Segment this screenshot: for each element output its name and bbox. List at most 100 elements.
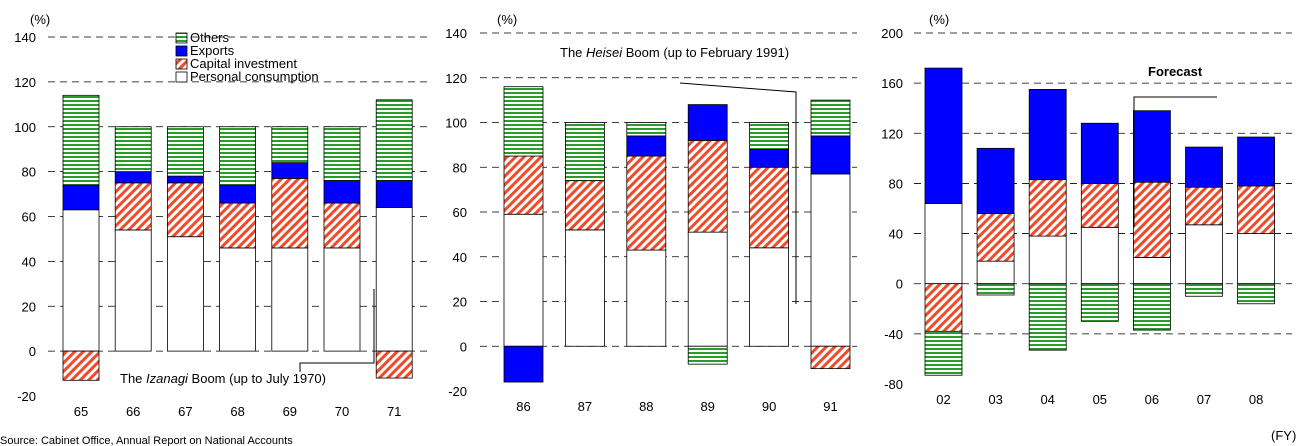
bar-segment-capital-investment xyxy=(219,202,257,249)
bar-segment-personal-consumption xyxy=(1133,256,1171,285)
bar-segment-others xyxy=(166,126,204,177)
x-tick-label: 89 xyxy=(700,399,714,414)
x-tick-label: 87 xyxy=(578,399,592,414)
bar-segment-others xyxy=(1237,283,1275,305)
bar-segment-personal-consumption xyxy=(271,247,309,352)
y-tick-label: 120 xyxy=(14,75,36,90)
y-tick-label: -80 xyxy=(884,377,903,392)
y-tick-label: 40 xyxy=(22,254,36,269)
fiscal-year-label: (FY) xyxy=(1271,428,1296,443)
x-tick-label: 05 xyxy=(1093,392,1107,407)
izanagi-callout-line xyxy=(299,289,375,372)
bar-group xyxy=(62,94,413,381)
forecast-bracket-line xyxy=(1133,96,1217,227)
bar-segment-others xyxy=(1185,283,1223,297)
bar-segment-others xyxy=(62,94,100,186)
bar-segment-exports xyxy=(1237,136,1275,187)
bar-segment-personal-consumption xyxy=(1185,224,1223,285)
chart-panel-heisei: (%) -20 0 20 40 60 80 100 120 140 86 87 88 89 90 91 T… xyxy=(445,12,857,414)
unit-label: (%) xyxy=(929,12,949,27)
bar-segment-exports xyxy=(503,345,544,383)
bar-segment-exports xyxy=(626,135,667,157)
heisei-callout-line xyxy=(679,82,797,304)
bar-segment-capital-investment xyxy=(749,166,789,249)
y-tick-label: 80 xyxy=(22,165,36,180)
y-tick-label: 80 xyxy=(453,160,467,175)
unit-label: (%) xyxy=(497,12,517,27)
bar-segment-capital-investment xyxy=(1080,183,1119,228)
legend-swatch-exports xyxy=(175,45,188,57)
bar-segment-capital-investment xyxy=(924,283,963,332)
x-tick-label: 07 xyxy=(1197,392,1211,407)
bar-segment-capital-investment xyxy=(687,139,728,233)
bar-segment-exports xyxy=(1133,110,1171,183)
legend-label-others: Others xyxy=(190,30,230,45)
y-tick-label: -20 xyxy=(448,384,467,399)
y-tick-label: 140 xyxy=(14,30,36,45)
x-axis: 86 87 88 89 90 91 xyxy=(516,399,837,414)
y-tick-label: 20 xyxy=(453,295,467,310)
x-tick-label: 70 xyxy=(335,404,349,419)
bar-segment-others xyxy=(749,122,789,150)
forecast-label: Forecast xyxy=(1148,64,1203,79)
y-tick-label: 100 xyxy=(14,120,36,135)
legend-swatch-personal-consumption xyxy=(175,71,188,83)
bar-segment-capital-investment xyxy=(166,182,204,238)
bar-segment-exports xyxy=(114,171,152,184)
bar-segment-exports xyxy=(749,148,789,168)
legend-label-capital-investment: Capital investment xyxy=(190,56,297,71)
bar-segment-others xyxy=(1080,283,1119,322)
y-axis: -20 0 20 40 60 80 100 120 140 xyxy=(14,30,428,404)
legend-swatch-capital-investment xyxy=(175,58,188,70)
bar-segment-personal-consumption xyxy=(810,173,851,347)
bar-group xyxy=(924,67,1275,376)
bar-segment-capital-investment xyxy=(810,345,851,370)
legend-label-exports: Exports xyxy=(190,43,235,58)
bar-segment-personal-consumption xyxy=(114,229,152,352)
bar-segment-personal-consumption xyxy=(626,249,667,347)
bar-segment-capital-investment xyxy=(565,180,605,231)
y-tick-label: -20 xyxy=(17,389,36,404)
x-tick-label: 06 xyxy=(1145,392,1159,407)
y-tick-label: 100 xyxy=(445,116,467,131)
y-tick-label: -40 xyxy=(884,327,903,342)
y-tick-label: 160 xyxy=(881,76,903,91)
bar-group xyxy=(503,86,851,383)
bar-segment-others xyxy=(924,330,963,376)
bar-segment-others xyxy=(626,122,667,137)
x-tick-label: 08 xyxy=(1249,392,1263,407)
bar-segment-others xyxy=(219,126,257,186)
bar-segment-capital-investment xyxy=(62,350,100,381)
x-tick-label: 02 xyxy=(936,392,950,407)
x-tick-label: 65 xyxy=(74,404,88,419)
bar-segment-capital-investment xyxy=(626,155,667,251)
x-tick-label: 66 xyxy=(126,404,140,419)
y-tick-label: 0 xyxy=(29,344,36,359)
bar-segment-personal-consumption xyxy=(503,213,544,347)
bar-segment-exports xyxy=(166,175,204,184)
x-tick-label: 90 xyxy=(762,399,776,414)
bar-segment-capital-investment xyxy=(503,155,544,215)
bar-segment-others xyxy=(810,99,851,137)
bar-segment-personal-consumption xyxy=(976,260,1015,285)
bar-segment-others xyxy=(271,126,309,164)
bar-segment-personal-consumption xyxy=(924,203,963,285)
legend-label-personal-consumption: Personal consumption xyxy=(190,69,319,84)
x-tick-label: 69 xyxy=(283,404,297,419)
bar-segment-personal-consumption xyxy=(687,231,728,347)
bar-segment-others xyxy=(375,99,413,181)
bar-segment-capital-investment xyxy=(323,202,361,249)
bar-segment-personal-consumption xyxy=(375,207,413,352)
bar-segment-exports xyxy=(271,162,309,179)
bar-segment-exports xyxy=(375,180,413,208)
x-tick-label: 04 xyxy=(1040,392,1054,407)
bar-segment-others xyxy=(565,122,605,182)
bar-segment-exports xyxy=(687,104,728,141)
y-tick-label: 60 xyxy=(453,205,467,220)
bar-segment-personal-consumption xyxy=(1080,226,1119,285)
bar-segment-capital-investment xyxy=(375,350,413,379)
y-tick-label: 0 xyxy=(896,277,903,292)
bar-segment-personal-consumption xyxy=(62,209,100,352)
y-tick-label: 60 xyxy=(22,210,36,225)
y-axis: -80 -40 0 40 80 120 160 200 xyxy=(881,26,1292,392)
